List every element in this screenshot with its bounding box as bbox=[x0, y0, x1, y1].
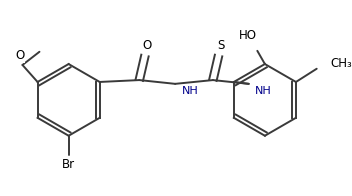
Text: S: S bbox=[217, 39, 224, 52]
Text: NH: NH bbox=[255, 86, 272, 96]
Text: NH: NH bbox=[182, 86, 199, 96]
Text: O: O bbox=[142, 39, 151, 52]
Text: O: O bbox=[15, 49, 24, 62]
Text: HO: HO bbox=[239, 29, 257, 42]
Text: CH₃: CH₃ bbox=[330, 57, 352, 70]
Text: Br: Br bbox=[62, 158, 75, 171]
